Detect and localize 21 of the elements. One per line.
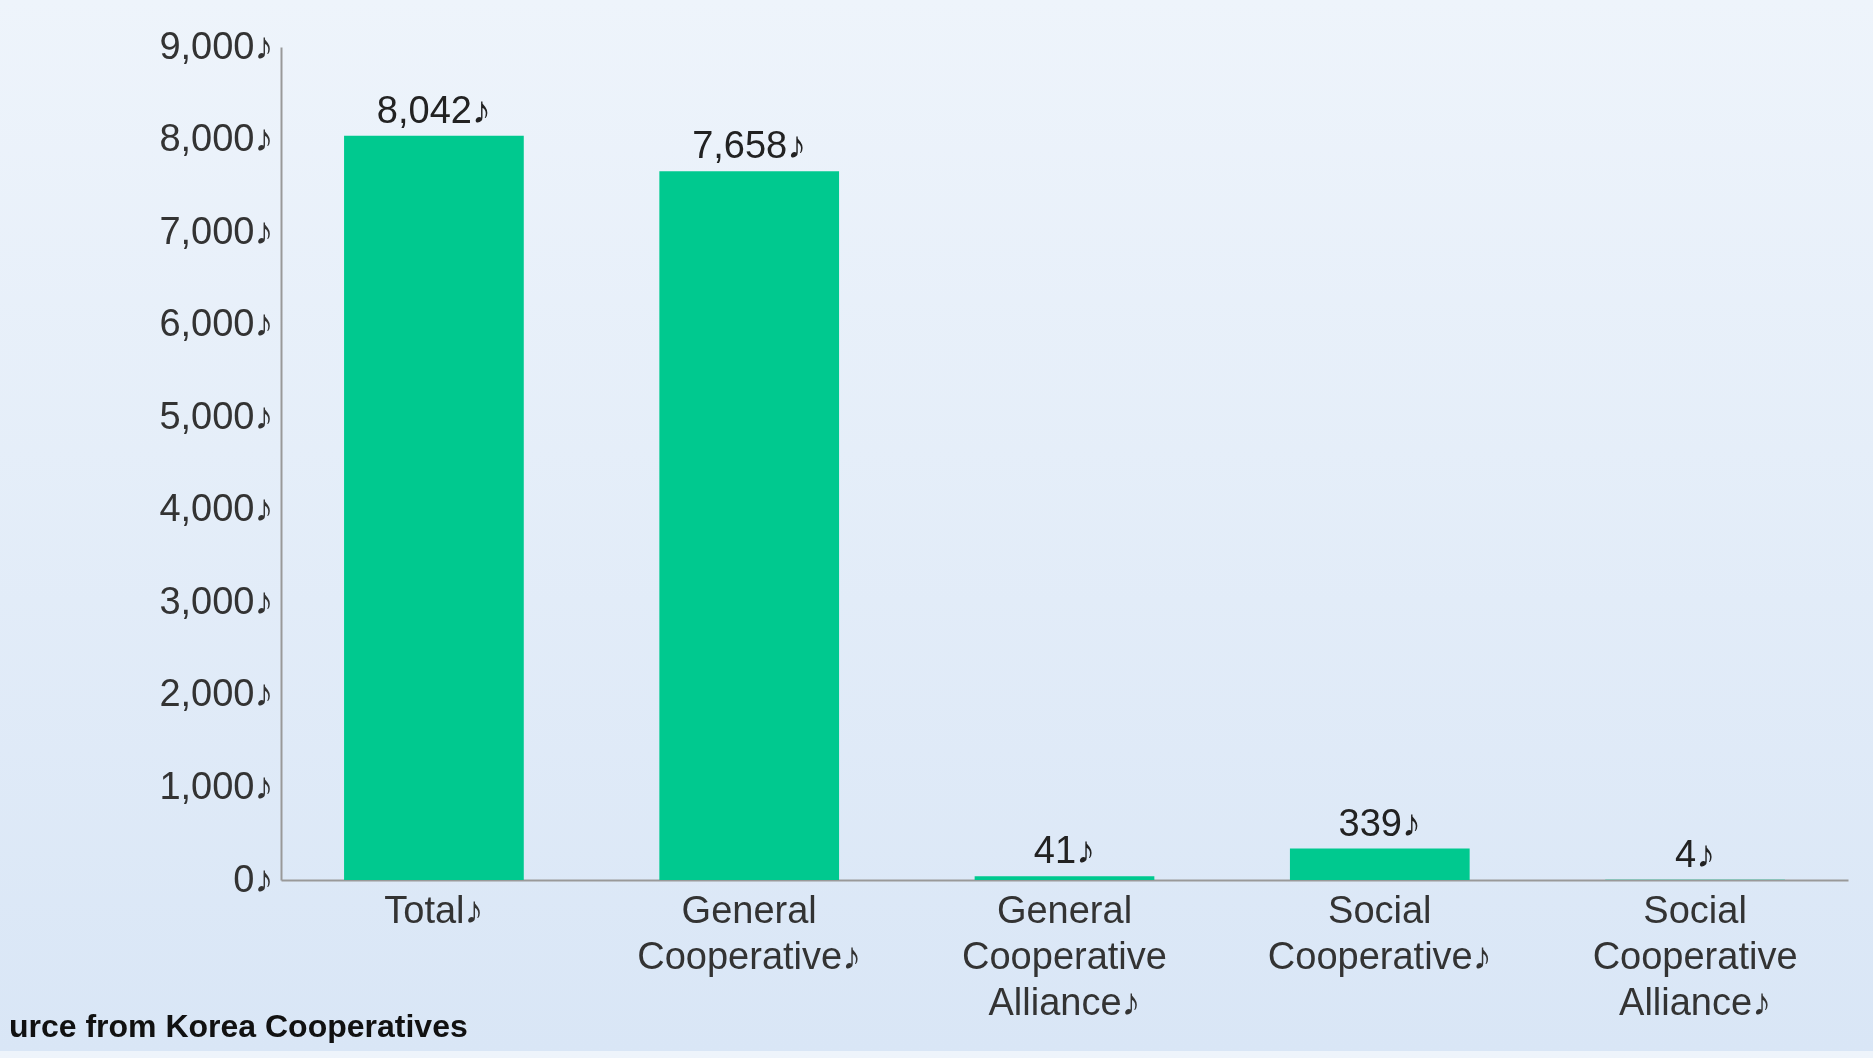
x-tick-label: Total♪: [384, 888, 484, 931]
x-tick-label: General Cooperative♪: [637, 888, 862, 977]
x-tick-label: General Cooperative Alliance♪: [962, 888, 1167, 1023]
y-tick-label: 3,000♪: [159, 579, 274, 622]
y-tick-label: 5,000♪: [159, 394, 274, 437]
text: urce from Korea Cooperatives: [8, 1008, 468, 1044]
data-label: 8,042♪: [376, 88, 491, 131]
x-tick-label: Social Cooperative Alliance♪: [1592, 888, 1798, 1023]
data-label: 41♪: [1033, 829, 1096, 872]
y-tick-label: 8,000♪: [159, 117, 274, 160]
data-label: 339♪: [1338, 801, 1421, 844]
y-tick-label: 1,000♪: [159, 764, 274, 807]
y-tick-label: 0♪: [233, 857, 274, 900]
y-tick-label: 6,000♪: [159, 302, 274, 345]
x-tick-label: Social Cooperative♪: [1267, 888, 1492, 977]
y-tick-label: 2,000♪: [159, 672, 274, 715]
y-tick-label: 4,000♪: [159, 487, 274, 530]
data-label: 4♪: [1675, 832, 1716, 875]
y-tick-label: 7,000♪: [159, 209, 274, 252]
y-tick-label: 9,000♪: [159, 24, 274, 67]
data-label: 7,658♪: [692, 124, 807, 167]
